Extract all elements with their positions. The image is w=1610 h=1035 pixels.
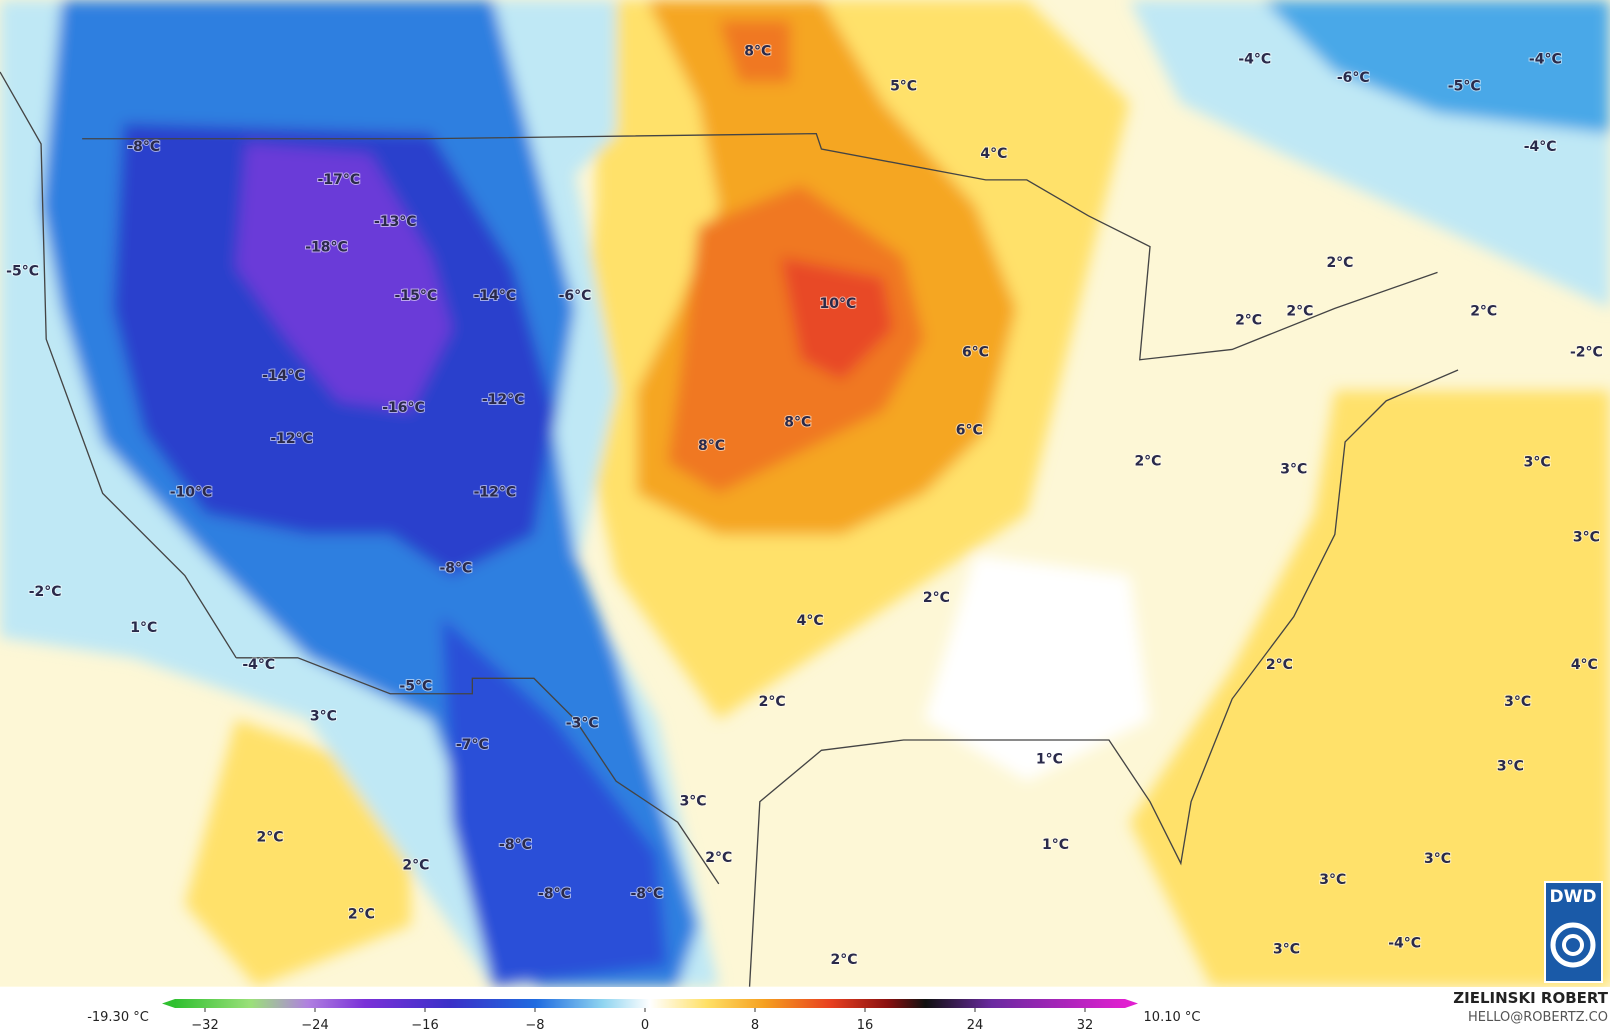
temperature-label: 3°C bbox=[680, 794, 707, 810]
logo-text: DWD bbox=[1550, 887, 1597, 907]
temperature-field bbox=[0, 0, 1610, 987]
temperature-label: -14°C bbox=[474, 288, 517, 304]
temperature-label: 3°C bbox=[1424, 851, 1451, 867]
temperature-label: -4°C bbox=[1388, 936, 1421, 952]
temperature-label: 1°C bbox=[1036, 752, 1063, 768]
temperature-label: 3°C bbox=[1504, 694, 1531, 710]
temperature-label: -12°C bbox=[474, 484, 517, 500]
temperature-label: -12°C bbox=[482, 392, 525, 408]
temperature-label: 2°C bbox=[1134, 453, 1161, 469]
temperature-label: -4°C bbox=[1238, 52, 1271, 68]
temperature-label: 2°C bbox=[923, 590, 950, 606]
temperature-label: -4°C bbox=[1524, 139, 1557, 155]
temperature-label: 2°C bbox=[1326, 255, 1353, 271]
temperature-label: -6°C bbox=[1337, 70, 1370, 86]
temperature-label: -12°C bbox=[270, 431, 313, 447]
temperature-label: 3°C bbox=[1573, 530, 1600, 546]
temperature-label: -17°C bbox=[318, 172, 361, 188]
colorbar-tick-label: 0 bbox=[641, 1018, 649, 1033]
temperature-label: -7°C bbox=[456, 737, 489, 753]
colorbar-tick-label: −32 bbox=[191, 1018, 218, 1033]
temperature-label: -14°C bbox=[262, 368, 305, 384]
colorbar-tick-label: −24 bbox=[301, 1018, 328, 1033]
temperature-label: -2°C bbox=[1570, 345, 1603, 361]
temperature-label: 5°C bbox=[890, 78, 917, 94]
temperature-label: -8°C bbox=[630, 886, 663, 902]
min-label: -19.30 °C bbox=[87, 1010, 149, 1025]
temperature-label: -3°C bbox=[566, 716, 599, 732]
temperature-label: 3°C bbox=[1319, 872, 1346, 888]
credit-name: ZIELINSKI ROBERT bbox=[1453, 989, 1608, 1007]
temperature-label: -18°C bbox=[305, 240, 348, 256]
temperature-label: 2°C bbox=[1235, 313, 1262, 329]
temperature-label: 2°C bbox=[1266, 657, 1293, 673]
logo: DWD bbox=[1544, 881, 1603, 983]
temperature-label: -5°C bbox=[399, 679, 432, 695]
borders bbox=[0, 71, 1459, 987]
temperature-label: -8°C bbox=[439, 560, 472, 576]
temperature-label: 6°C bbox=[962, 345, 989, 361]
colorbar-tick-label: −16 bbox=[411, 1018, 438, 1033]
colorbar: -19.30 °C 10.10 °C −32 −24 −16 −8 0 8 16 24 32 bbox=[87, 999, 1200, 1033]
temperature-label: 6°C bbox=[956, 423, 983, 439]
temperature-label: -4°C bbox=[242, 657, 275, 673]
temperature-label: 3°C bbox=[1280, 462, 1307, 478]
credit-contact: HELLO@ROBERTZ.CO bbox=[1468, 1010, 1608, 1025]
temperature-label: 8°C bbox=[698, 438, 725, 454]
temperature-label: -8°C bbox=[538, 886, 571, 902]
temperature-label: -2°C bbox=[29, 584, 62, 600]
temperature-label: 2°C bbox=[1286, 303, 1313, 319]
temperature-label: -5°C bbox=[1448, 78, 1481, 94]
colorbar-tick-label: 24 bbox=[967, 1018, 984, 1033]
temperature-label: -8°C bbox=[127, 139, 160, 155]
temperature-label: 8°C bbox=[744, 43, 771, 59]
temperature-label: 1°C bbox=[130, 620, 157, 636]
temperature-label: 10°C bbox=[819, 296, 856, 312]
temperature-label: -16°C bbox=[382, 400, 425, 416]
temperature-label: -10°C bbox=[170, 484, 213, 500]
temperature-label: 3°C bbox=[1273, 942, 1300, 958]
temperature-label: 2°C bbox=[1470, 303, 1497, 319]
temperature-label: -6°C bbox=[559, 288, 592, 304]
temperature-label: -13°C bbox=[374, 214, 417, 230]
temperature-label: 1°C bbox=[1042, 837, 1069, 853]
temperature-label: 2°C bbox=[348, 907, 375, 923]
temperature-label: 2°C bbox=[257, 830, 284, 846]
temperature-label: -15°C bbox=[395, 288, 438, 304]
temperature-label: -5°C bbox=[6, 263, 39, 279]
colorbar-tick-label: 32 bbox=[1077, 1018, 1094, 1033]
temperature-label: 2°C bbox=[831, 952, 858, 968]
temperature-label: 4°C bbox=[1571, 657, 1598, 673]
colorbar-tick-label: −8 bbox=[525, 1018, 544, 1033]
temperature-label: 3°C bbox=[1524, 455, 1551, 471]
temperature-label: 2°C bbox=[759, 694, 786, 710]
temperature-label: 8°C bbox=[784, 414, 811, 430]
temperature-label: 2°C bbox=[705, 850, 732, 866]
temperature-label: -4°C bbox=[1529, 52, 1562, 68]
colorbar-tick-label: 16 bbox=[857, 1018, 874, 1033]
temperature-label: 4°C bbox=[797, 613, 824, 629]
temperature-label: 4°C bbox=[980, 146, 1007, 162]
temperature-label: -8°C bbox=[499, 837, 532, 853]
temperature-label: 2°C bbox=[402, 857, 429, 873]
colorbar-tick-label: 8 bbox=[751, 1018, 759, 1033]
temperature-label: 3°C bbox=[1497, 759, 1524, 775]
max-label: 10.10 °C bbox=[1144, 1010, 1201, 1025]
temperature-label: 3°C bbox=[310, 708, 337, 724]
